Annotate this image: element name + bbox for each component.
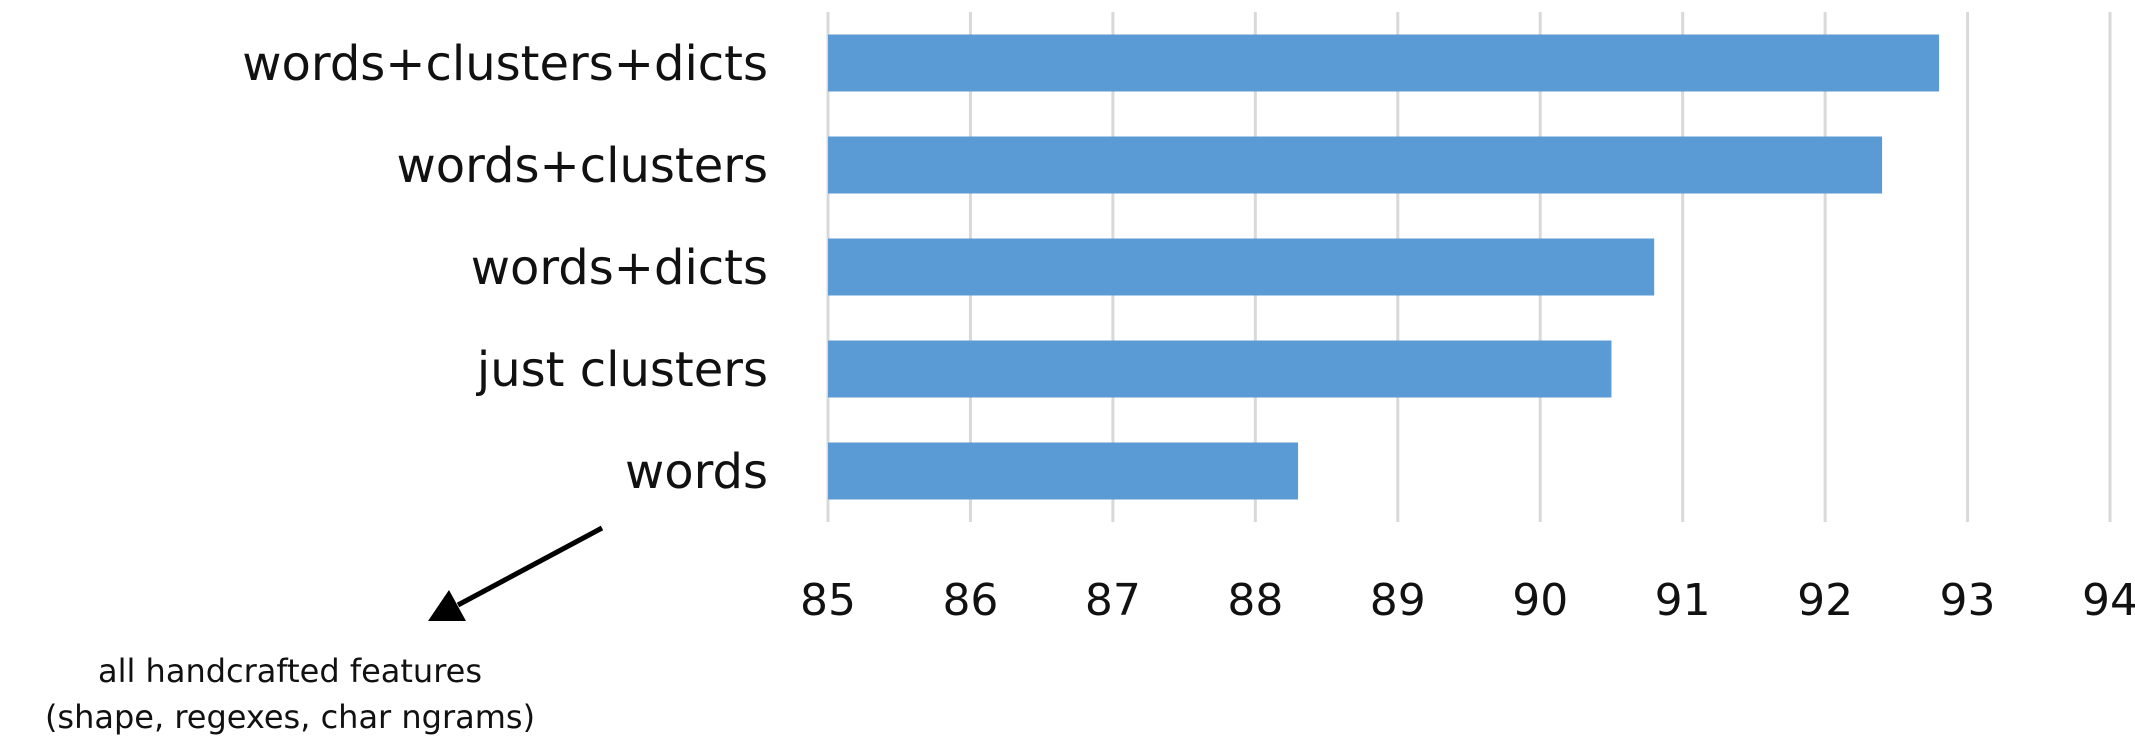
annotation-note: all handcrafted features (shape, regexes… — [0, 648, 580, 740]
category-label: just clusters — [476, 342, 768, 398]
category-label: words — [625, 444, 768, 500]
x-tick-label: 88 — [1227, 575, 1283, 626]
x-tick-label: 85 — [800, 575, 856, 626]
bar — [828, 340, 1612, 398]
category-label: words+clusters+dicts — [242, 36, 768, 92]
category-label: words+dicts — [471, 240, 768, 296]
annotation-arrow — [428, 525, 604, 621]
arrow-shaft — [456, 525, 604, 608]
x-tick-label: 91 — [1655, 575, 1711, 626]
annotation-line-1: all handcrafted features — [97, 652, 483, 690]
x-tick-label: 86 — [942, 575, 998, 626]
x-tick-label: 94 — [2082, 575, 2135, 626]
annotation-line-2: (shape, regexes, char ngrams) — [44, 698, 536, 736]
category-label: words+clusters — [397, 138, 768, 194]
x-tick-label: 92 — [1797, 575, 1853, 626]
x-tick-label: 90 — [1512, 575, 1568, 626]
x-tick-labels: 85 86 87 88 89 90 91 92 93 94 — [800, 575, 2135, 626]
x-tick-label: 89 — [1370, 575, 1426, 626]
x-tick-label: 93 — [1940, 575, 1996, 626]
bar — [828, 442, 1299, 500]
x-tick-label: 87 — [1085, 575, 1141, 626]
category-labels: words+clusters+dicts words+clusters words+… — [242, 36, 768, 500]
bar — [828, 34, 1940, 92]
bar — [828, 238, 1655, 296]
arrow-head — [428, 590, 466, 621]
bar — [828, 136, 1883, 194]
bars — [828, 34, 1940, 500]
